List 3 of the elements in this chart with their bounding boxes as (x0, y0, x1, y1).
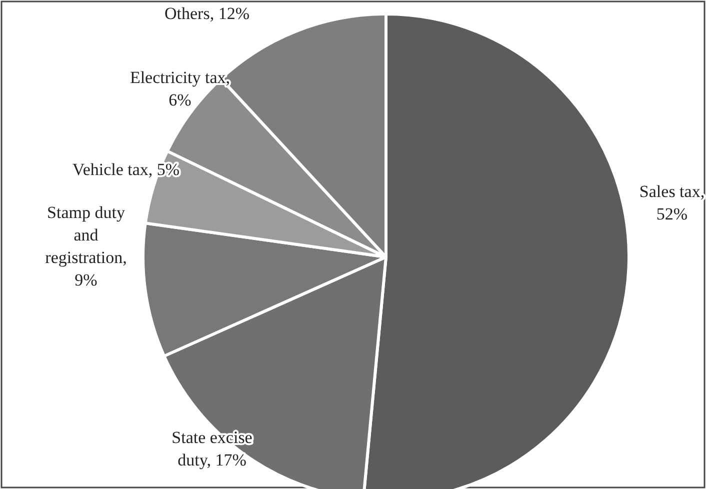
slice-label: Sales tax, 52% (639, 182, 705, 224)
slice-label: Stamp duty and registration, 9% (45, 203, 127, 290)
slice-label: Others, 12% (164, 4, 250, 23)
